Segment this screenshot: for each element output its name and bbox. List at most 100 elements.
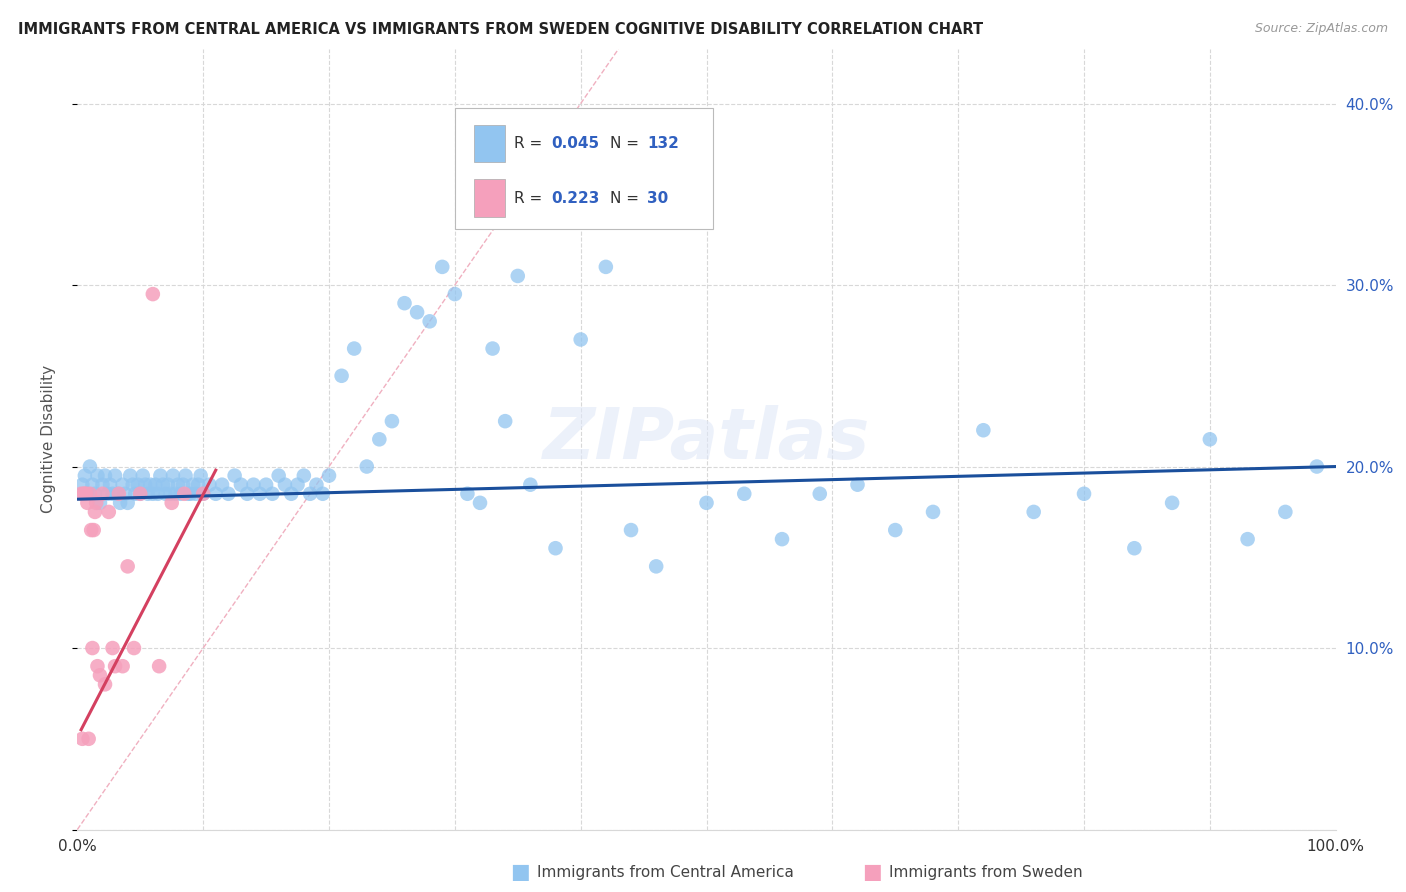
Point xyxy=(117,559,139,574)
Point xyxy=(236,487,259,501)
Point xyxy=(84,505,107,519)
Point xyxy=(80,523,103,537)
Point xyxy=(98,477,121,491)
Point xyxy=(142,287,165,301)
Point xyxy=(91,487,114,501)
Text: Immigrants from Sweden: Immigrants from Sweden xyxy=(889,865,1083,880)
Point xyxy=(143,477,166,491)
Point xyxy=(696,496,718,510)
FancyBboxPatch shape xyxy=(456,108,713,228)
Point xyxy=(134,477,156,491)
Text: Immigrants from Central America: Immigrants from Central America xyxy=(537,865,794,880)
Point xyxy=(1161,496,1184,510)
Point xyxy=(94,468,117,483)
Point xyxy=(104,468,127,483)
Text: ■: ■ xyxy=(862,863,882,882)
Point xyxy=(330,368,353,383)
Point xyxy=(84,496,107,510)
Point xyxy=(444,287,467,301)
Point xyxy=(86,659,108,673)
Point xyxy=(181,477,204,491)
Point xyxy=(274,477,297,491)
Point xyxy=(1123,541,1146,556)
Text: ■: ■ xyxy=(510,863,530,882)
Point xyxy=(456,487,478,501)
Point xyxy=(76,487,98,501)
Text: R =: R = xyxy=(515,136,547,151)
Point xyxy=(155,487,177,501)
Point xyxy=(770,532,793,546)
Point xyxy=(184,487,207,501)
Point xyxy=(645,559,668,574)
Point xyxy=(1274,505,1296,519)
Point xyxy=(343,342,366,356)
Point xyxy=(180,487,202,501)
Point xyxy=(114,487,136,501)
Point xyxy=(120,468,142,483)
Point xyxy=(83,523,105,537)
Point xyxy=(79,459,101,474)
Point xyxy=(72,487,94,501)
Point xyxy=(136,487,159,501)
Point xyxy=(73,468,96,483)
Point xyxy=(89,496,111,510)
Text: N =: N = xyxy=(610,136,644,151)
Point xyxy=(107,487,129,501)
Point xyxy=(254,477,277,491)
Text: 0.045: 0.045 xyxy=(551,136,600,151)
Point xyxy=(280,487,302,501)
Point xyxy=(162,468,184,483)
Point xyxy=(77,731,100,746)
Point xyxy=(142,487,165,501)
Point xyxy=(884,523,907,537)
Point xyxy=(569,333,592,347)
Point xyxy=(481,342,503,356)
Point xyxy=(96,487,118,501)
Point xyxy=(97,505,120,519)
Point xyxy=(733,487,755,501)
Point xyxy=(191,487,215,501)
Point xyxy=(1022,505,1045,519)
Point xyxy=(172,477,194,491)
Point xyxy=(174,468,197,483)
FancyBboxPatch shape xyxy=(474,179,505,217)
Point xyxy=(267,468,290,483)
Point xyxy=(72,731,94,746)
Point xyxy=(1306,459,1329,474)
Point xyxy=(73,487,96,501)
Point xyxy=(167,477,190,491)
Point xyxy=(808,487,831,501)
Text: Source: ZipAtlas.com: Source: ZipAtlas.com xyxy=(1254,22,1388,36)
Point xyxy=(242,477,264,491)
Point xyxy=(432,260,454,274)
Point xyxy=(146,487,169,501)
Point xyxy=(82,477,104,491)
Point xyxy=(173,487,195,501)
Point xyxy=(318,468,340,483)
Point xyxy=(544,541,567,556)
Point xyxy=(139,477,162,491)
Point xyxy=(86,468,108,483)
Point xyxy=(419,314,441,328)
Point xyxy=(972,423,994,437)
Point xyxy=(129,487,152,501)
Point xyxy=(394,296,416,310)
Point xyxy=(249,487,271,501)
Point xyxy=(84,487,107,501)
Point xyxy=(169,487,191,501)
Point xyxy=(287,477,309,491)
Point xyxy=(846,477,869,491)
Point xyxy=(111,477,134,491)
Point xyxy=(356,459,378,474)
Y-axis label: Cognitive Disability: Cognitive Disability xyxy=(42,365,56,514)
Point xyxy=(122,641,145,656)
Point xyxy=(165,487,187,501)
Point xyxy=(104,659,127,673)
Point xyxy=(148,659,170,673)
Point xyxy=(159,487,181,501)
Point xyxy=(506,268,529,283)
Point xyxy=(177,487,200,501)
Point xyxy=(76,496,98,510)
Point xyxy=(1073,487,1095,501)
Point xyxy=(89,668,111,682)
